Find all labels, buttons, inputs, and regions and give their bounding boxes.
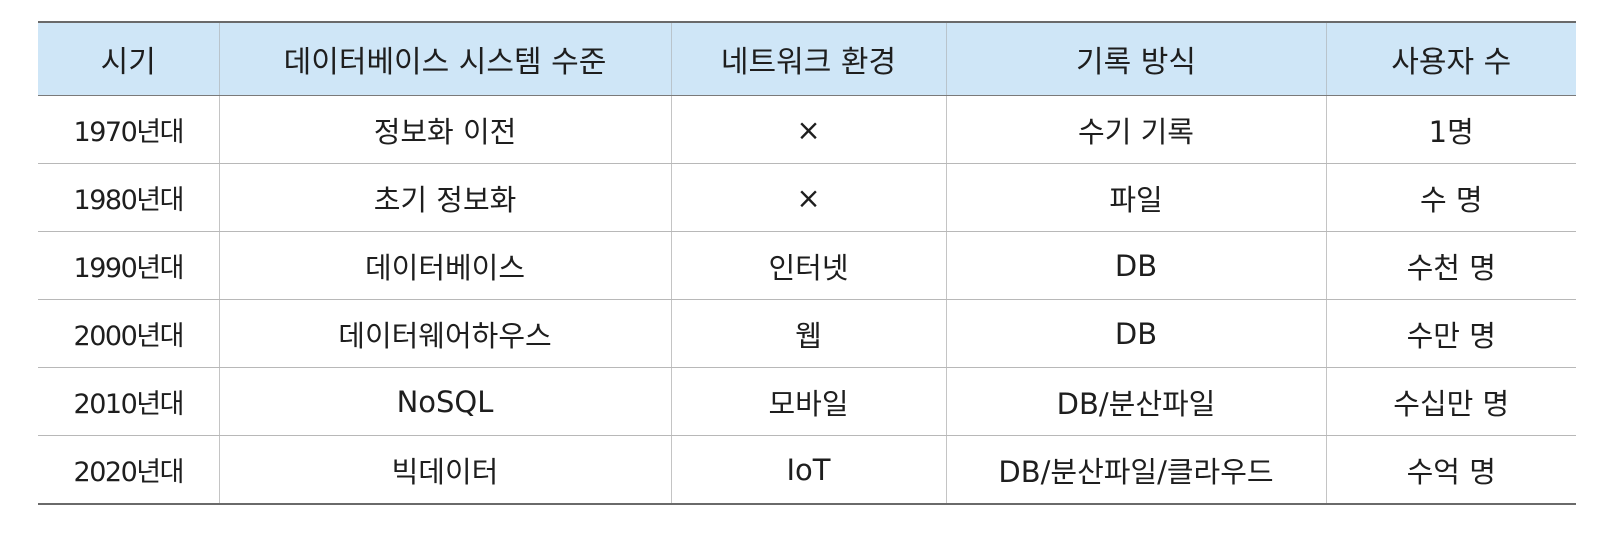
cell-user-count: 수 명 — [1325, 163, 1576, 232]
header-db-system-level: 데이터베이스 시스템 수준 — [218, 21, 672, 96]
cell-period: 1980년대 — [38, 163, 220, 232]
cell-network-environment: 인터넷 — [670, 231, 947, 300]
cell-recording-method: 수기 기록 — [945, 95, 1327, 164]
data-table-container: 시기 데이터베이스 시스템 수준 네트워크 환경 기록 방식 사용자 수 197… — [38, 21, 1576, 505]
cell-network-environment: 모바일 — [670, 367, 947, 436]
table-row: 1990년대 데이터베이스 인터넷 DB 수천 명 — [38, 231, 1576, 300]
cell-network-environment: × — [670, 163, 947, 232]
header-user-count: 사용자 수 — [1325, 21, 1576, 96]
cell-period: 1970년대 — [38, 95, 220, 164]
cell-recording-method: DB/분산파일 — [945, 367, 1327, 436]
cell-user-count: 수억 명 — [1325, 435, 1576, 505]
table-body: 1970년대 정보화 이전 × 수기 기록 1명 1980년대 초기 정보화 ×… — [38, 95, 1576, 505]
database-history-table: 시기 데이터베이스 시스템 수준 네트워크 환경 기록 방식 사용자 수 197… — [38, 21, 1576, 505]
cell-recording-method: DB — [945, 231, 1327, 300]
cell-db-system-level: 정보화 이전 — [218, 95, 672, 164]
cell-user-count: 1명 — [1325, 95, 1576, 164]
cell-period: 2010년대 — [38, 367, 220, 436]
cell-network-environment: 웹 — [670, 299, 947, 368]
table-row: 2000년대 데이터웨어하우스 웹 DB 수만 명 — [38, 299, 1576, 368]
header-period: 시기 — [38, 21, 220, 96]
table-row: 1980년대 초기 정보화 × 파일 수 명 — [38, 163, 1576, 232]
cell-period: 2020년대 — [38, 435, 220, 505]
header-row: 시기 데이터베이스 시스템 수준 네트워크 환경 기록 방식 사용자 수 — [38, 21, 1576, 96]
cell-db-system-level: 데이터베이스 — [218, 231, 672, 300]
cell-db-system-level: NoSQL — [218, 367, 672, 436]
cell-user-count: 수만 명 — [1325, 299, 1576, 368]
cell-recording-method: 파일 — [945, 163, 1327, 232]
table-row: 2020년대 빅데이터 IoT DB/분산파일/클라우드 수억 명 — [38, 435, 1576, 505]
cell-recording-method: DB/분산파일/클라우드 — [945, 435, 1327, 505]
table-header: 시기 데이터베이스 시스템 수준 네트워크 환경 기록 방식 사용자 수 — [38, 21, 1576, 96]
cell-network-environment: × — [670, 95, 947, 164]
header-recording-method: 기록 방식 — [945, 21, 1327, 96]
cell-db-system-level: 빅데이터 — [218, 435, 672, 505]
cell-db-system-level: 데이터웨어하우스 — [218, 299, 672, 368]
table-row: 1970년대 정보화 이전 × 수기 기록 1명 — [38, 95, 1576, 164]
cell-recording-method: DB — [945, 299, 1327, 368]
cell-network-environment: IoT — [670, 435, 947, 505]
cell-period: 2000년대 — [38, 299, 220, 368]
cell-user-count: 수십만 명 — [1325, 367, 1576, 436]
table-row: 2010년대 NoSQL 모바일 DB/분산파일 수십만 명 — [38, 367, 1576, 436]
cell-user-count: 수천 명 — [1325, 231, 1576, 300]
header-network-environment: 네트워크 환경 — [670, 21, 947, 96]
cell-period: 1990년대 — [38, 231, 220, 300]
cell-db-system-level: 초기 정보화 — [218, 163, 672, 232]
